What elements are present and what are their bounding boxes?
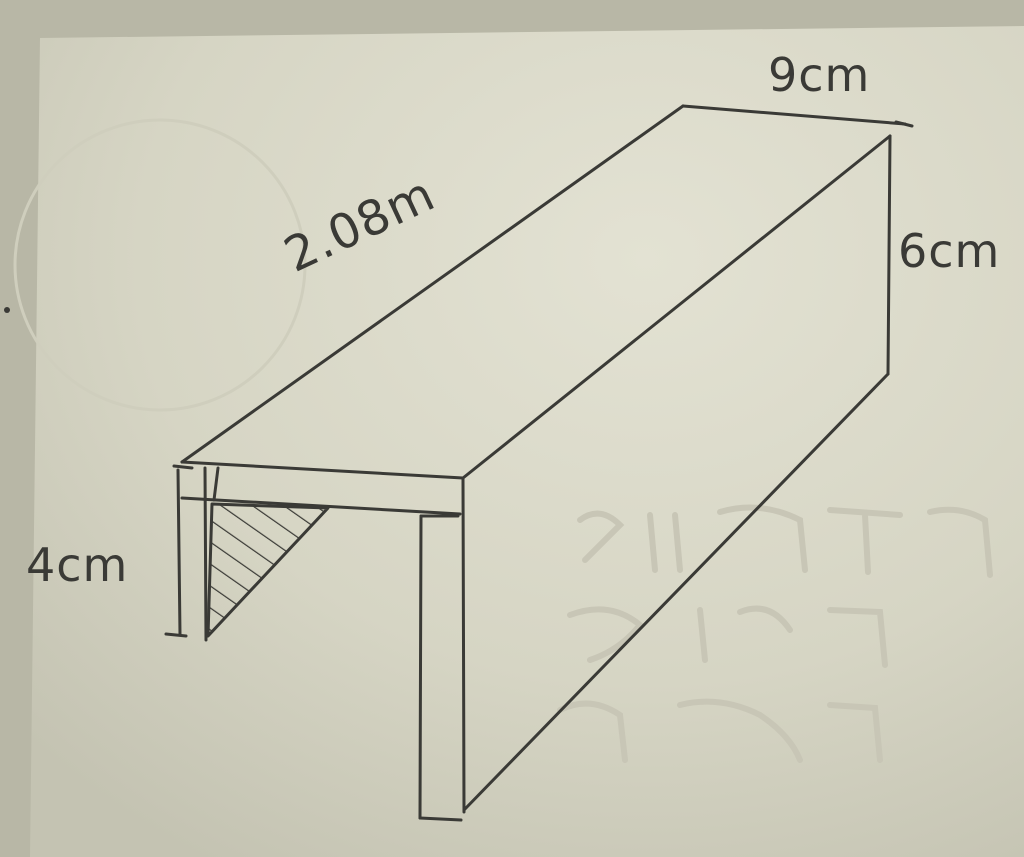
right-bottom-edge — [462, 372, 890, 812]
leg-height-label: 4cm — [26, 538, 129, 592]
hatched-brace — [206, 502, 330, 638]
top-face-back-edge — [681, 104, 907, 126]
right-vertical-edge — [886, 134, 892, 376]
front-leg-outer-edge — [461, 476, 466, 814]
bleed-through-circle — [13, 118, 307, 412]
height-label: 6cm — [898, 224, 1001, 278]
paper-sheet — [30, 26, 1024, 857]
bleed-through-marks — [557, 504, 993, 763]
top-width-label: 9cm — [768, 48, 871, 102]
front-leg-bottom — [418, 816, 463, 822]
top-right-tick — [894, 120, 914, 128]
front-leg-inner-edge — [418, 514, 423, 820]
top-face-front-edge — [180, 460, 465, 480]
left-leg-top-tick — [172, 464, 194, 470]
front-apron-lower-edge — [180, 496, 462, 516]
top-face-left-edge — [180, 104, 685, 464]
stray-dot — [4, 307, 10, 313]
left-leg-inner-edge — [203, 466, 208, 642]
left-leg-bottom-tick — [164, 632, 188, 638]
top-face-right-edge — [461, 134, 892, 480]
left-leg-side — [212, 466, 220, 502]
bench-drawing — [164, 104, 914, 822]
left-leg-outer-edge — [176, 468, 182, 636]
